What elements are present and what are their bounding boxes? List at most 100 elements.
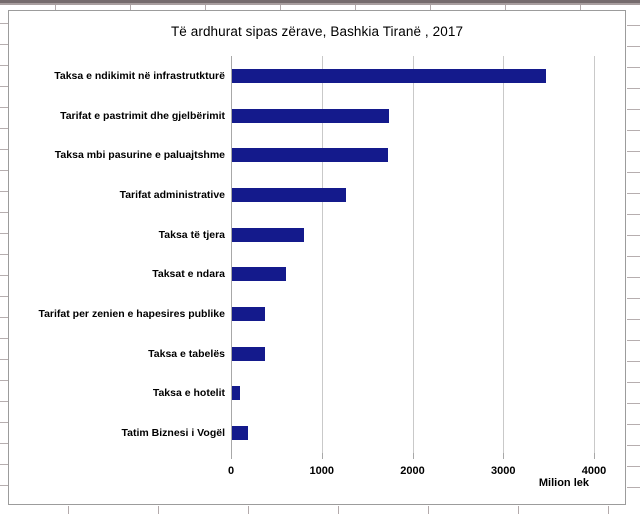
- x-gridline: [321, 56, 323, 453]
- sheet-cell-line: [280, 5, 281, 10]
- sheet-cell-line: [627, 466, 640, 467]
- sheet-cell-line: [505, 5, 506, 10]
- category-label: Taksat e ndara: [152, 268, 225, 281]
- sheet-cell-line: [627, 172, 640, 173]
- category-label: Taksa e ndikimit në infrastrutkturë: [54, 69, 225, 82]
- x-axis-tick: [594, 453, 595, 459]
- sheet-cell-line: [627, 151, 640, 152]
- sheet-cell-line: [627, 109, 640, 110]
- sheet-cell-line: [0, 401, 8, 402]
- sheet-top-border: [0, 0, 640, 3]
- chart-title: Të ardhurat sipas zërave, Bashkia Tiranë…: [170, 24, 464, 39]
- category-label: Tarifat per zenien e hapesires publike: [38, 308, 225, 321]
- sheet-cell-line: [627, 67, 640, 68]
- sheet-cell-line: [627, 46, 640, 47]
- category-label: Tatim Biznesi i Vogël: [121, 427, 225, 440]
- category-label: Taksa e hotelit: [152, 387, 225, 400]
- sheet-cell-line: [355, 5, 356, 10]
- sheet-cell-line: [0, 170, 8, 171]
- bar[interactable]: [232, 426, 248, 441]
- category-label: Tarifat e pastrimit dhe gjelbërimit: [60, 109, 225, 122]
- sheet-cell-line: [0, 464, 8, 465]
- sheet-cell-line: [627, 256, 640, 257]
- bar[interactable]: [232, 108, 389, 123]
- sheet-cell-line: [627, 445, 640, 446]
- x-tick-label: 4000: [581, 465, 607, 477]
- sheet-cell-line: [0, 191, 8, 192]
- sheet-cell-line: [0, 86, 8, 87]
- x-gridline: [503, 56, 505, 453]
- bar[interactable]: [232, 346, 266, 361]
- bar[interactable]: [232, 187, 346, 202]
- category-label: Tarifat administrative: [119, 188, 225, 201]
- sheet-cell-line: [627, 424, 640, 425]
- sheet-cell-line: [428, 506, 429, 514]
- sheet-cell-line: [627, 88, 640, 89]
- sheet-cell-line: [338, 506, 339, 514]
- sheet-cell-line: [55, 5, 56, 10]
- category-axis-line: [231, 56, 232, 453]
- sheet-cell-line: [627, 214, 640, 215]
- category-label: Taksa e tabelës: [148, 347, 225, 360]
- sheet-cell-line: [0, 254, 8, 255]
- sheet-cell-line: [627, 340, 640, 341]
- x-gridline: [412, 56, 414, 453]
- x-axis-title: Milion lek: [538, 477, 589, 489]
- sheet-cell-line: [0, 296, 8, 297]
- chart-container[interactable]: Të ardhurat sipas zërave, Bashkia Tiranë…: [8, 10, 626, 505]
- sheet-top-border-inner: [0, 3, 640, 5]
- bar[interactable]: [232, 386, 241, 401]
- bar[interactable]: [232, 307, 266, 322]
- sheet-cell-line: [627, 25, 640, 26]
- sheet-cell-line: [430, 5, 431, 10]
- sheet-cell-line: [0, 359, 8, 360]
- sheet-cell-line: [518, 506, 519, 514]
- sheet-cell-line: [580, 5, 581, 10]
- sheet-cell-line: [158, 506, 159, 514]
- sheet-cell-line: [627, 277, 640, 278]
- bar[interactable]: [232, 68, 546, 83]
- sheet-cell-line: [627, 487, 640, 488]
- x-axis-tick: [231, 453, 232, 459]
- sheet-cell-line: [0, 275, 8, 276]
- sheet-cell-line: [130, 5, 131, 10]
- sheet-cell-line: [0, 107, 8, 108]
- sheet-cell-line: [0, 65, 8, 66]
- sheet-cell-line: [627, 382, 640, 383]
- x-tick-label: 3000: [491, 465, 516, 477]
- sheet-cell-line: [0, 233, 8, 234]
- x-axis-tick: [503, 453, 505, 459]
- x-tick-label: 0: [227, 465, 235, 477]
- x-axis-tick: [412, 453, 414, 459]
- sheet-cell-line: [627, 298, 640, 299]
- sheet-cell-line: [627, 193, 640, 194]
- sheet-cell-line: [627, 319, 640, 320]
- sheet-cell-line: [68, 506, 69, 514]
- sheet-cell-line: [0, 443, 8, 444]
- sheet-cell-line: [0, 23, 8, 24]
- x-gridline: [594, 56, 595, 453]
- sheet-cell-line: [0, 380, 8, 381]
- category-label: Taksa mbi pasurine e paluajtshme: [54, 149, 225, 162]
- sheet-cell-line: [248, 506, 249, 514]
- category-label: Taksa të tjera: [158, 228, 225, 241]
- sheet-cell-line: [627, 130, 640, 131]
- x-tick-label: 2000: [400, 465, 425, 477]
- sheet-cell-line: [205, 5, 206, 10]
- sheet-cell-line: [0, 149, 8, 150]
- sheet-cell-line: [0, 485, 8, 486]
- sheet-cell-line: [0, 212, 8, 213]
- sheet-cell-line: [627, 403, 640, 404]
- sheet-cell-line: [0, 44, 8, 45]
- x-tick-label: 1000: [309, 465, 334, 477]
- bar[interactable]: [232, 148, 389, 163]
- bar[interactable]: [232, 267, 286, 282]
- sheet-cell-line: [0, 128, 8, 129]
- sheet-cell-line: [0, 422, 8, 423]
- sheet-cell-line: [0, 338, 8, 339]
- x-axis-tick: [321, 453, 323, 459]
- sheet-cell-line: [627, 235, 640, 236]
- bar[interactable]: [232, 227, 305, 242]
- sheet-cell-line: [0, 317, 8, 318]
